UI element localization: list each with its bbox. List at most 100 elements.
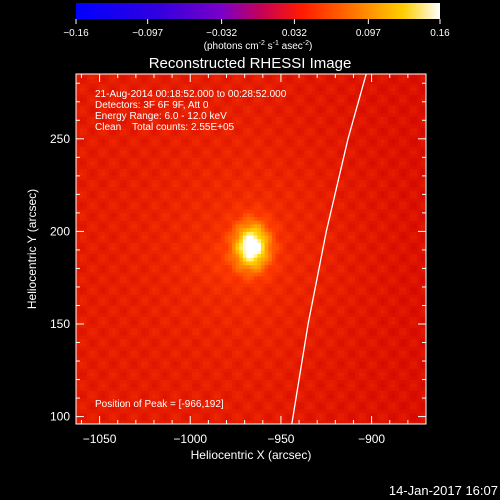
heatmap-cell [362,364,367,369]
heatmap-cell [253,324,258,329]
heatmap-cell [76,420,81,424]
heatmap-cell [170,416,175,421]
heatmap-cell [304,316,309,321]
heatmap-cell [217,235,222,240]
heatmap-cell [424,298,426,303]
heatmap-cell [420,320,425,325]
heatmap-cell [344,272,349,277]
heatmap-cell [337,312,342,317]
heatmap-cell [289,324,295,329]
heatmap-cell [101,390,106,395]
heatmap-cell [319,353,324,358]
heatmap-cell [152,412,157,417]
heatmap-cell [90,416,95,421]
heatmap-cell [192,357,197,362]
heatmap-cell [348,349,353,355]
heatmap-cell [221,309,226,314]
heatmap-cell [311,409,316,414]
heatmap-cell [184,383,189,388]
heatmap-cell [402,268,407,273]
heatmap-cell [228,398,233,403]
heatmap-cell [224,298,229,303]
heatmap-cell [340,312,345,317]
heatmap-cell [250,390,255,395]
heatmap-cell [279,268,284,273]
heatmap-cell [409,257,414,262]
heatmap-cell [112,364,117,369]
heatmap-cell [86,238,91,243]
heatmap-cell [152,383,157,388]
heatmap-cell [286,312,291,317]
heatmap-cell [152,409,157,414]
heatmap-cell [250,324,255,329]
heatmap-cell [221,338,226,343]
heatmap-cell [163,327,168,332]
heatmap-cell [326,290,331,295]
heatmap-cell [213,353,218,358]
heatmap-cell [344,320,349,325]
heatmap-cell [115,324,120,329]
heatmap-cell [355,349,360,355]
heatmap-cell [293,390,298,395]
heatmap-cell [94,390,99,395]
heatmap-cell [184,257,189,262]
heatmap-cell [315,416,320,421]
heatmap-cell [362,405,367,410]
heatmap-cell [115,249,120,255]
heatmap-cell [76,349,81,355]
heatmap-cell [380,301,385,306]
heatmap-cell [395,420,400,424]
heatmap-cell [228,335,233,340]
heatmap-cell [97,312,102,317]
heatmap-cell [181,246,186,251]
heatmap-cell [260,338,265,343]
heatmap-cell [358,261,363,266]
heatmap-cell [369,294,374,299]
heatmap-cell [119,316,124,321]
heatmap-cell [333,409,338,414]
heatmap-cell [304,261,309,266]
heatmap-cell [289,242,295,247]
heatmap-cell [362,335,367,340]
heatmap-cell [308,301,313,306]
heatmap-cell [112,320,117,325]
heatmap-cell [366,335,371,340]
heatmap-cell [402,420,407,424]
heatmap-cell [366,238,371,243]
heatmap-cell [304,386,309,392]
heatmap-cell [253,272,258,277]
heatmap-cell [134,242,139,247]
heatmap-cell [413,416,418,421]
heatmap-cell [264,268,269,273]
heatmap-cell [184,275,189,280]
heatmap-cell [181,372,186,377]
heatmap-cell [413,390,418,395]
heatmap-cell [340,242,345,247]
heatmap-cell [402,383,407,388]
heatmap-cell [282,298,287,303]
heatmap-cell [83,342,88,347]
heatmap-cell [239,420,244,424]
heatmap-cell [384,268,389,273]
heatmap-cell [141,301,146,306]
heatmap-cell [231,372,236,377]
heatmap-cell [319,335,324,340]
heatmap-cell [304,238,309,243]
heatmap-cell [282,249,287,255]
heatmap-cell [94,283,99,288]
heatmap-cell [424,324,426,329]
heatmap-cell [76,312,81,317]
heatmap-cell [380,327,385,332]
heatmap-cell [148,390,153,395]
heatmap-cell [348,412,353,417]
heatmap-cell [337,242,342,247]
heatmap-cell [202,268,207,273]
heatmap-cell [337,368,342,373]
heatmap-cell [181,268,186,273]
heatmap-cell [213,412,218,417]
heatmap-cell [163,309,168,314]
heatmap-cell [184,264,189,269]
heatmap-cell [173,301,178,306]
heatmap-cell [155,416,160,421]
heatmap-cell [141,379,146,384]
